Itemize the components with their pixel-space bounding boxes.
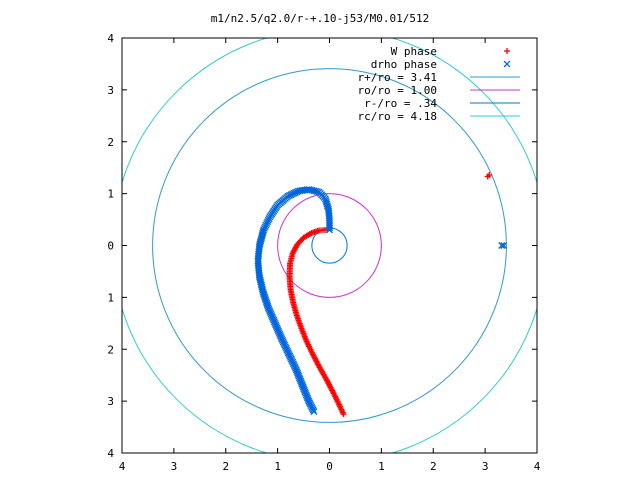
- w-phase-point: [486, 171, 493, 178]
- cross-b: [498, 242, 506, 249]
- legend-swatch-plus: [504, 48, 510, 54]
- circle-roro: [277, 193, 382, 298]
- cross-b: [295, 374, 303, 382]
- x-tick-label: 1: [378, 460, 385, 473]
- cross-b: [325, 207, 333, 215]
- plot-area: [122, 38, 537, 453]
- legend-swatch-cross: [503, 60, 511, 68]
- y-tick-label: 4: [107, 32, 114, 45]
- y-tick-label: 3: [107, 84, 114, 97]
- cross-b: [255, 271, 263, 279]
- cross-b: [299, 382, 306, 390]
- w-phase-series: [286, 171, 493, 418]
- cross-b: [310, 408, 318, 415]
- cross-b: [301, 388, 309, 396]
- legend-label: rc/ro = 4.18: [358, 110, 437, 123]
- circle-rcro: [122, 38, 537, 453]
- cross-b: [294, 371, 302, 379]
- legend-label: r-/ro = .34: [364, 97, 437, 110]
- cross-b: [322, 197, 330, 205]
- cross-b: [293, 368, 301, 376]
- cross-b: [503, 60, 511, 68]
- x-tick-label: 1: [274, 460, 281, 473]
- cross-b: [304, 396, 312, 404]
- cross-b: [310, 187, 318, 195]
- cross-b: [264, 302, 272, 310]
- circle-r+ro: [152, 68, 507, 423]
- cross-b: [295, 372, 303, 380]
- cross-b: [257, 278, 265, 286]
- cross-b: [263, 299, 271, 307]
- legend-label: drho phase: [371, 58, 437, 71]
- x-tick-label: 4: [534, 460, 541, 473]
- x-tick-label: 3: [171, 460, 178, 473]
- cross-b: [263, 301, 271, 309]
- y-tick-label: 3: [107, 395, 114, 408]
- cross-b: [292, 366, 300, 374]
- cross-b: [315, 188, 323, 196]
- x-tick-label: 3: [482, 460, 489, 473]
- cross-b: [256, 273, 263, 281]
- cross-b: [256, 274, 264, 282]
- cross-b: [258, 281, 265, 289]
- y-tick-label: 1: [107, 291, 114, 304]
- cross-b: [262, 298, 270, 305]
- cross-b: [259, 286, 267, 294]
- x-tick-label: 2: [430, 460, 437, 473]
- cross-b: [298, 380, 306, 388]
- x-tick-label: 2: [222, 460, 229, 473]
- cross-b: [322, 198, 330, 206]
- cross-b: [294, 369, 302, 377]
- cross-b: [256, 276, 264, 284]
- cross-b: [302, 391, 310, 399]
- legend-label: r+/ro = 3.41: [358, 71, 437, 84]
- x-tick-label: 0: [326, 460, 333, 473]
- cross-b: [299, 383, 307, 391]
- cross-b: [258, 285, 266, 293]
- y-tick-label: 0: [107, 240, 114, 253]
- y-tick-label: 2: [107, 343, 114, 356]
- cross-b: [303, 392, 311, 400]
- w-phase-point: [340, 411, 347, 418]
- cross-b: [297, 378, 305, 386]
- cross-b: [258, 283, 266, 291]
- cross-b: [323, 200, 331, 208]
- cross-b: [297, 377, 305, 385]
- chart-title: m1/n2.5/q2.0/r-+.10-j53/M0.01/512: [211, 12, 430, 25]
- cross-b: [312, 187, 320, 195]
- cross-b: [313, 188, 321, 196]
- cross-b: [500, 242, 508, 249]
- cross-b: [260, 291, 268, 299]
- drho-phase-series: [254, 186, 508, 415]
- legend-label: W phase: [391, 45, 437, 58]
- cross-b: [259, 288, 267, 296]
- cross-b: [300, 386, 308, 394]
- cross-b: [261, 293, 269, 301]
- cross-b: [325, 205, 332, 213]
- cross-b: [260, 290, 268, 298]
- cross-b: [261, 294, 269, 302]
- y-tick-label: 2: [107, 136, 114, 149]
- drho-phase-point: [310, 408, 318, 415]
- cross-b: [300, 385, 308, 393]
- cross-b: [262, 296, 270, 304]
- drho-phase-point: [498, 242, 506, 249]
- cross-b: [296, 375, 304, 383]
- y-tick-label: 4: [107, 447, 114, 460]
- drho-phase-point: [500, 242, 508, 249]
- cross-b: [257, 280, 265, 288]
- cross-b: [323, 202, 331, 210]
- cross-b: [324, 203, 332, 211]
- y-tick-label: 1: [107, 188, 114, 201]
- legend-label: ro/ro = 1.00: [358, 84, 437, 97]
- x-tick-label: 4: [119, 460, 126, 473]
- cross-b: [304, 394, 311, 402]
- cross-b: [302, 389, 310, 397]
